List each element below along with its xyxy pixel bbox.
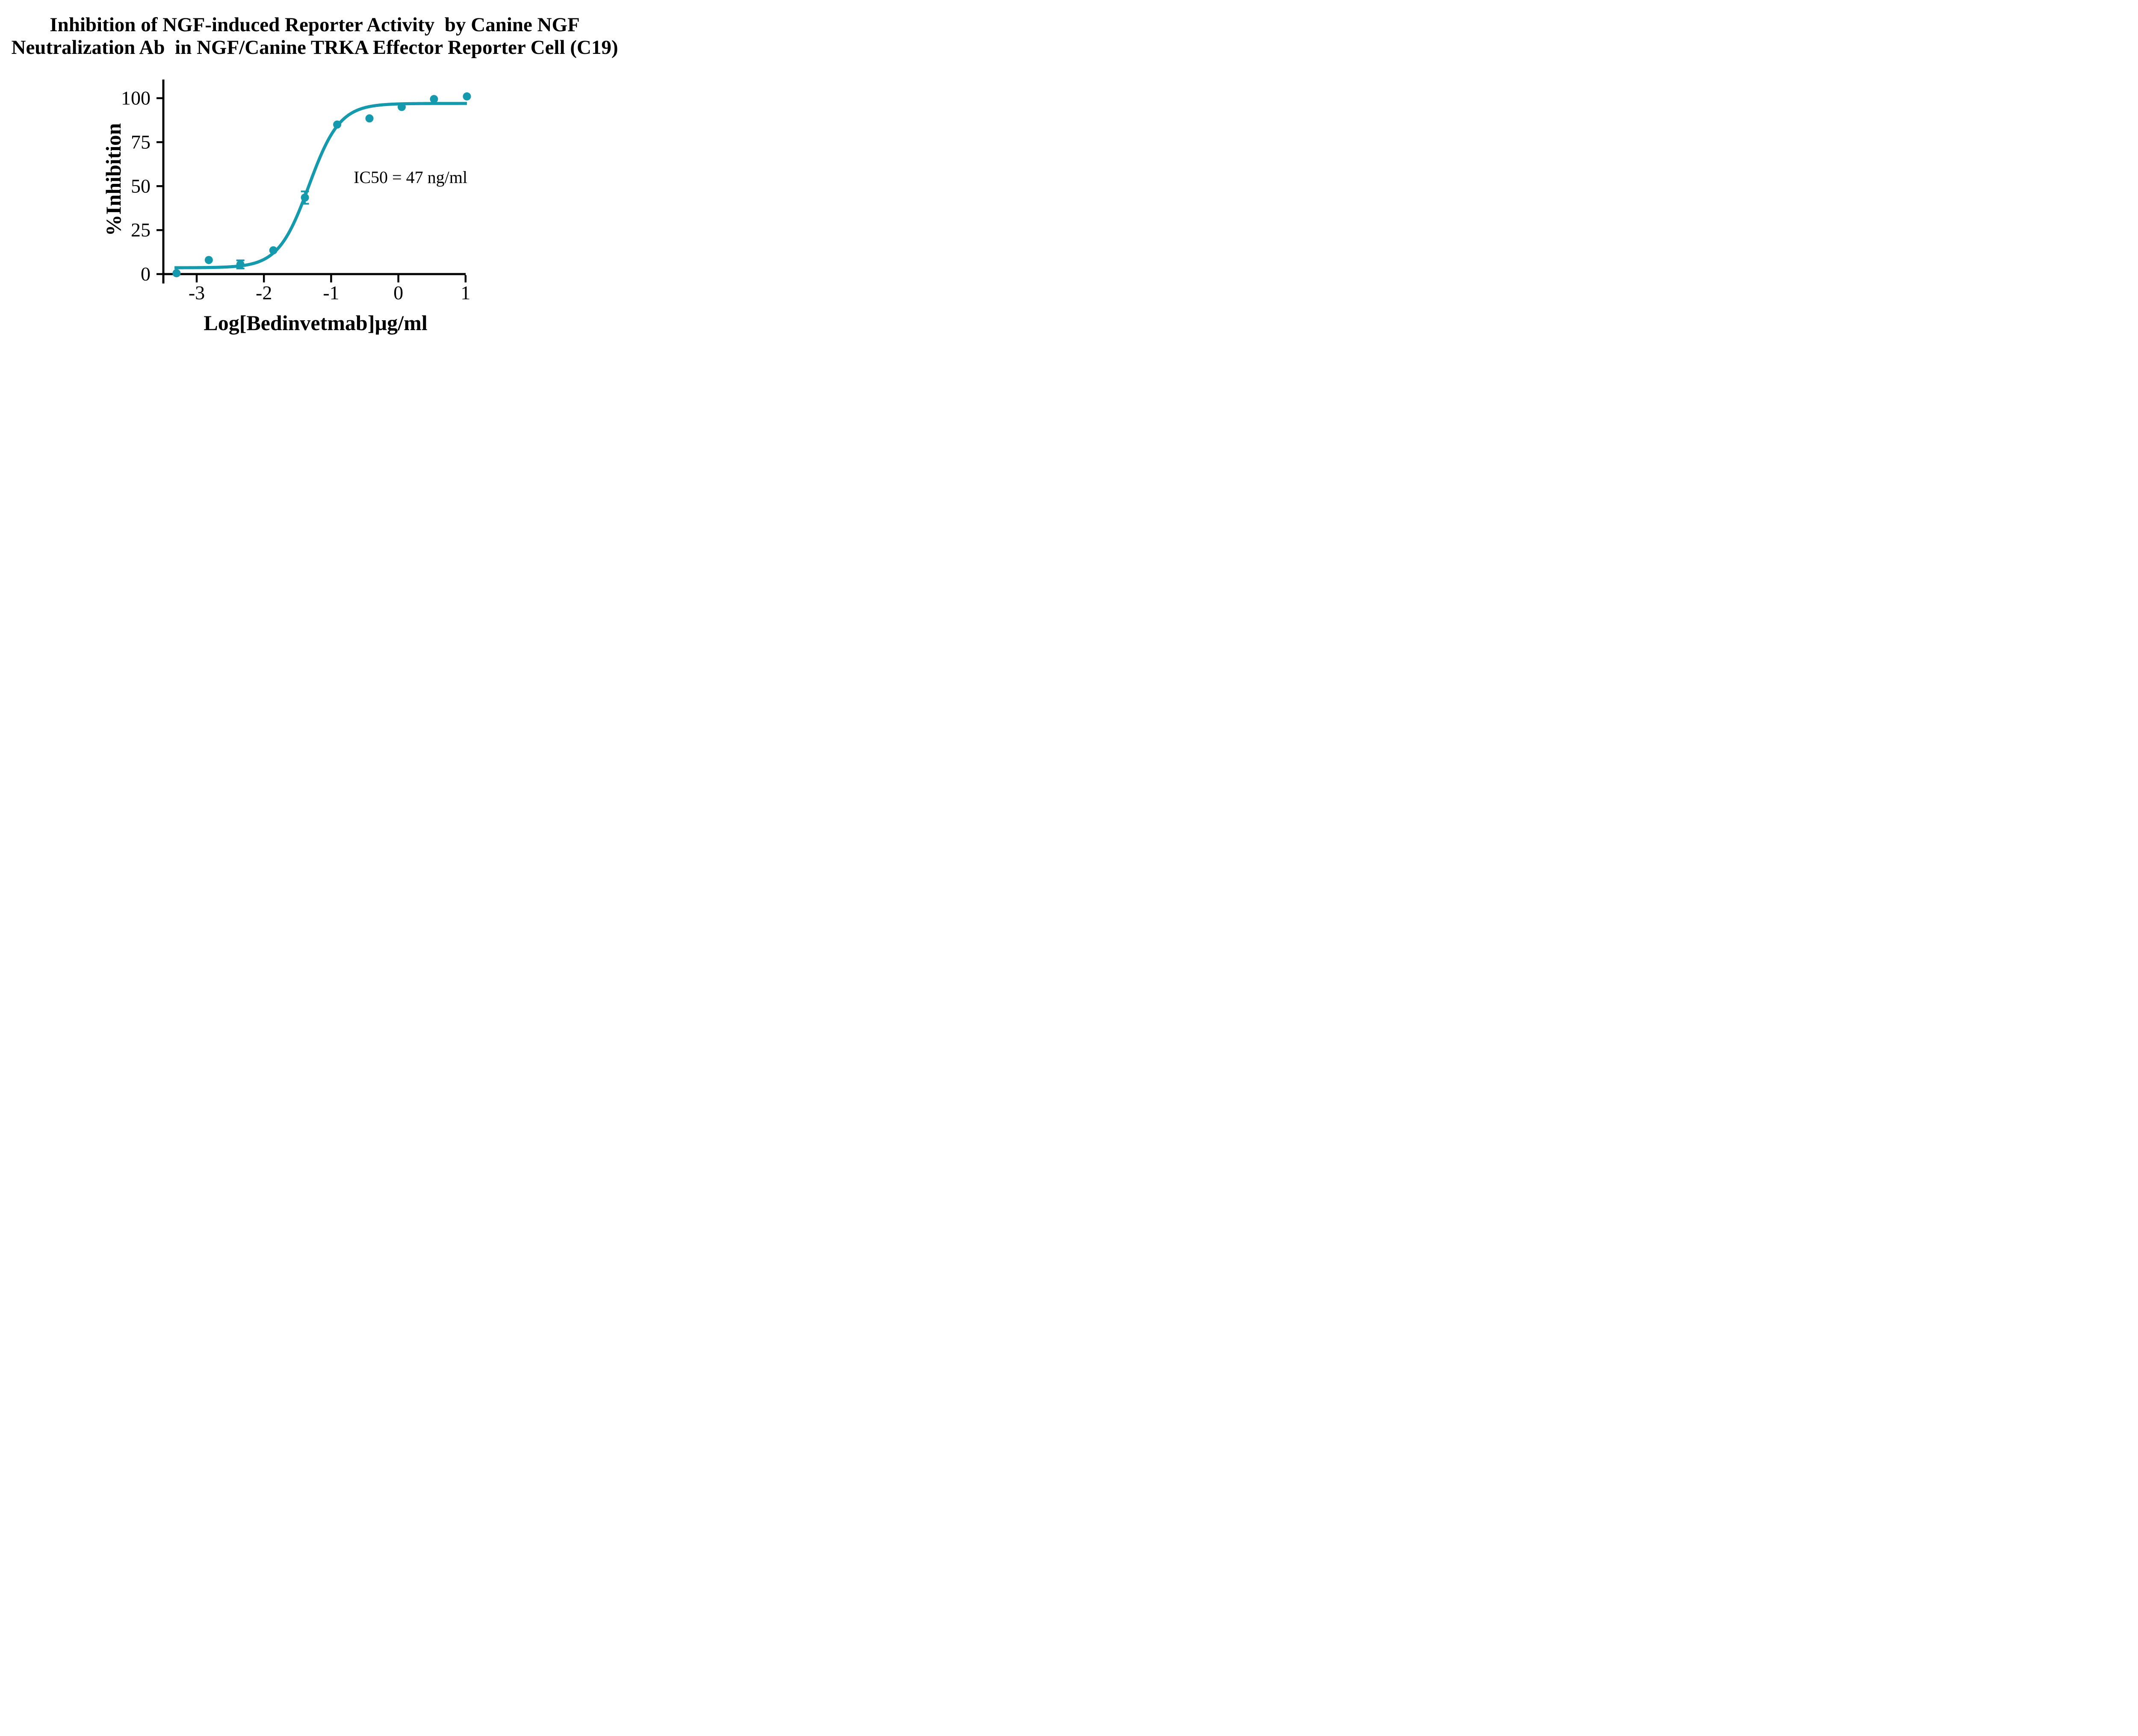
x-tick-labels: -3 -2 -1 0 1 bbox=[189, 282, 470, 304]
y-tick-labels: 0 25 50 75 100 bbox=[121, 87, 151, 285]
x-tick-label: -1 bbox=[323, 282, 339, 304]
y-axis-label: %Inhibition bbox=[101, 123, 125, 236]
chart-title-line-1: Inhibition of NGF-induced Reporter Activ… bbox=[50, 14, 580, 36]
data-point bbox=[172, 269, 181, 278]
data-point bbox=[301, 193, 309, 202]
y-tick-label: 100 bbox=[121, 87, 151, 109]
x-tick-label: 1 bbox=[461, 282, 470, 304]
y-tick-label: 0 bbox=[141, 263, 151, 285]
fit-curve-group bbox=[174, 102, 468, 269]
data-point bbox=[463, 92, 471, 100]
chart-page: Inhibition of NGF-induced Reporter Activ… bbox=[0, 0, 629, 347]
x-tick-label: -2 bbox=[256, 282, 272, 304]
error-bars-group bbox=[236, 190, 309, 269]
data-point bbox=[397, 103, 406, 111]
y-tick-label: 50 bbox=[131, 175, 151, 197]
data-point bbox=[204, 256, 213, 264]
chart-title-line-2: Neutralization Ab in NGF/Canine TRKA Eff… bbox=[11, 36, 618, 59]
ic50-annotation: IC50 = 47 ng/ml bbox=[354, 168, 467, 187]
chart-title: Inhibition of NGF-induced Reporter Activ… bbox=[0, 14, 629, 59]
data-points-group bbox=[172, 92, 471, 278]
dose-response-chart: -3 -2 -1 0 1 0 25 50 75 100 Log[Bedinvetmab]µg/m… bbox=[101, 80, 471, 335]
x-tick-label: 0 bbox=[393, 282, 403, 304]
data-point bbox=[365, 114, 374, 123]
data-point bbox=[333, 120, 342, 129]
y-tick-label: 75 bbox=[131, 131, 151, 153]
axes bbox=[157, 80, 467, 283]
fit-curve bbox=[174, 102, 468, 269]
data-point bbox=[236, 260, 245, 269]
x-tick-label: -3 bbox=[189, 282, 205, 304]
x-axis-label: Log[Bedinvetmab]µg/ml bbox=[204, 311, 427, 335]
data-point bbox=[269, 246, 278, 254]
y-tick-label: 25 bbox=[131, 219, 151, 241]
data-point bbox=[430, 95, 438, 103]
